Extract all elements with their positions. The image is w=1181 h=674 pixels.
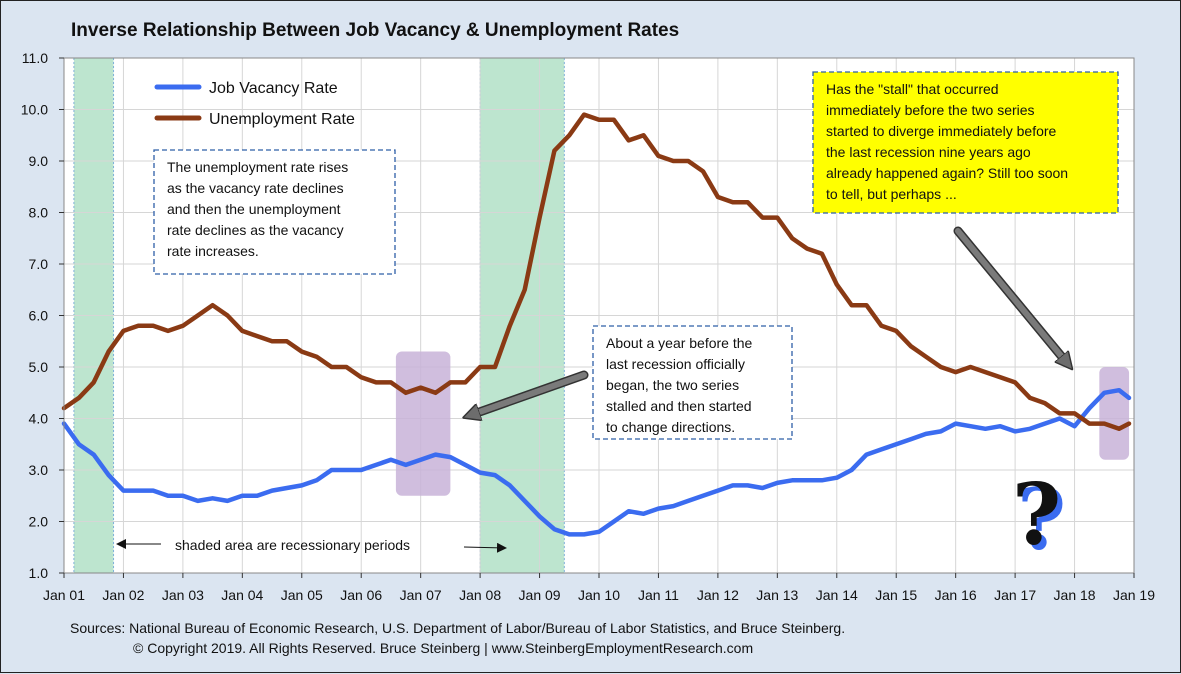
x-tick-label: Jan 08 <box>459 587 501 603</box>
x-axis: Jan 01 Jan 02 Jan 03 Jan 04 Jan 05 Jan 06 Jan … <box>43 573 1155 603</box>
shaded-note-text: shaded area are recessionary periods <box>175 537 410 553</box>
x-tick-label: Jan 14 <box>816 587 858 603</box>
legend-label-unemployment: Unemployment Rate <box>209 111 355 128</box>
x-tick-label: Jan 04 <box>221 587 263 603</box>
note-3-line-5: already happened again? Still too soon <box>826 165 1068 181</box>
footer-sources: Sources: National Bureau of Economic Res… <box>70 620 845 636</box>
x-tick-label: Jan 15 <box>875 587 917 603</box>
note-1-line-2: as the vacancy rate declines <box>167 180 344 196</box>
y-axis: 1.0 2.0 3.0 4.0 5.0 6.0 7.0 8.0 9.0 10.0 11.0 <box>21 50 64 581</box>
highlight-box-1 <box>395 351 451 496</box>
series-line-unemployment <box>61 112 1132 432</box>
legend-label-vacancy: Job Vacancy Rate <box>209 80 338 97</box>
note-2-line-2: last recession officially <box>606 356 745 372</box>
x-tick-label: Jan 07 <box>400 587 442 603</box>
y-tick-label: 1.0 <box>29 565 49 581</box>
x-tick-label: Jan 16 <box>935 587 977 603</box>
x-tick-label: Jan 18 <box>1054 587 1096 603</box>
x-tick-label: Jan 03 <box>162 587 204 603</box>
note-3-line-1: Has the "stall" that occurred <box>826 81 999 97</box>
y-tick-label: 10.0 <box>21 102 48 118</box>
x-tick-label: Jan 17 <box>994 587 1036 603</box>
y-tick-label: 7.0 <box>29 256 49 272</box>
question-mark-shadow: ? <box>1017 470 1066 569</box>
series-layer <box>61 112 1132 537</box>
question-mark: ? ? <box>1012 465 1066 569</box>
arrow-2018 <box>955 228 1067 363</box>
note-1-line-3: and then the unemployment <box>167 201 341 217</box>
note-1-line-1: The unemployment rate rises <box>167 159 348 175</box>
note-2-line-3: began, the two series <box>606 377 739 393</box>
x-tick-label: Jan 12 <box>697 587 739 603</box>
y-tick-label: 8.0 <box>29 205 49 221</box>
x-tick-label: Jan 13 <box>756 587 798 603</box>
highlight-box-2 <box>1099 367 1130 460</box>
question-mark-glyph: ? <box>1012 465 1061 564</box>
arrow-2007 <box>471 372 587 415</box>
note-3-line-3: started to diverge immediately before <box>826 123 1057 139</box>
note-2-line-5: to change directions. <box>606 419 735 435</box>
note-3-line-2: immediately before the two series <box>826 102 1035 118</box>
annotation-note-1: The unemployment rate rises as the vacan… <box>153 149 396 275</box>
note-3-line-4: the last recession nine years ago <box>826 144 1031 160</box>
x-tick-label: Jan 01 <box>43 587 85 603</box>
x-tick-label: Jan 11 <box>638 587 679 603</box>
x-tick-label: Jan 02 <box>102 587 144 603</box>
y-tick-label: 2.0 <box>29 514 49 530</box>
shaded-area-note: shaded area are recessionary periods <box>116 537 507 553</box>
x-tick-label: Jan 06 <box>340 587 382 603</box>
note-3-line-6: to tell, but perhaps ... <box>826 186 957 202</box>
legend: Job Vacancy Rate Unemployment Rate <box>154 80 355 128</box>
note-1-line-4: rate declines as the vacancy <box>167 222 344 238</box>
y-tick-label: 3.0 <box>29 462 49 478</box>
x-tick-label: Jan 19 <box>1113 587 1155 603</box>
note-2-line-4: stalled and then started <box>606 398 752 414</box>
footer-copyright: © Copyright 2019. All Rights Reserved. B… <box>133 640 753 656</box>
note-2-line-1: About a year before the <box>606 335 753 351</box>
annotation-note-2: About a year before the last recession o… <box>592 325 793 440</box>
annotation-note-3: Has the "stall" that occurred immediatel… <box>812 71 1119 214</box>
y-tick-label: 11.0 <box>22 50 48 66</box>
shaded-note-arrow-right <box>463 542 507 553</box>
x-tick-label: Jan 05 <box>281 587 323 603</box>
y-tick-label: 9.0 <box>29 153 49 169</box>
y-tick-label: 6.0 <box>29 308 49 324</box>
x-tick-label: Jan 09 <box>519 587 561 603</box>
note-1-line-5: rate increases. <box>167 243 259 259</box>
chart-title: Inverse Relationship Between Job Vacancy… <box>71 20 679 41</box>
y-tick-label: 5.0 <box>29 359 49 375</box>
y-tick-label: 4.0 <box>29 411 49 427</box>
x-tick-label: Jan 10 <box>578 587 620 603</box>
series-line-vacancy <box>61 387 1132 537</box>
